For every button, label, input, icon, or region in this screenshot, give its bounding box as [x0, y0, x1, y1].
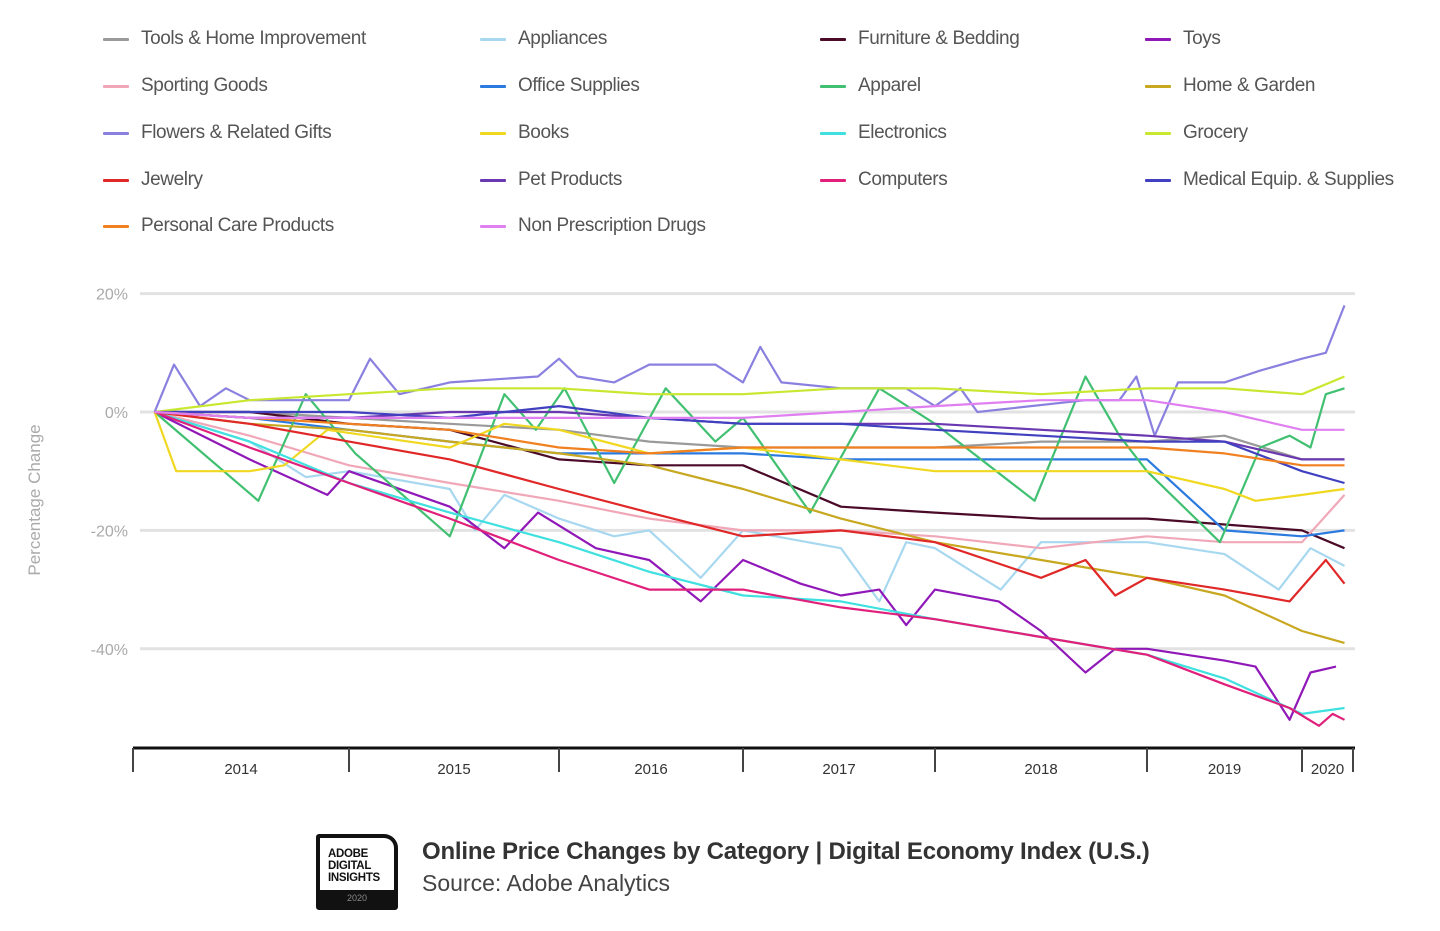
legend-item: Personal Care Products	[103, 215, 334, 237]
legend-label: Sporting Goods	[141, 75, 268, 96]
series-line	[154, 405, 1345, 485]
legend-item: Office Supplies	[480, 75, 640, 97]
legend-item: Apparel	[820, 75, 921, 97]
legend-swatch	[820, 84, 846, 88]
chart-footer: ADOBE DIGITAL INSIGHTS 2020 Online Price C…	[316, 834, 1150, 910]
legend-item: Books	[480, 122, 569, 144]
x-tick-label: 2014	[224, 761, 257, 778]
legend-swatch	[480, 84, 506, 88]
legend-label: Flowers & Related Gifts	[141, 122, 332, 143]
legend-item: Non Prescription Drugs	[480, 215, 706, 237]
series-line	[154, 411, 1337, 721]
legend-label: Office Supplies	[518, 75, 640, 96]
legend-label: Furniture & Bedding	[858, 28, 1020, 49]
series-line	[154, 410, 1345, 644]
legend-label: Pet Products	[518, 169, 622, 190]
legend-swatch	[1145, 178, 1171, 182]
y-axis-label: Percentage Change	[25, 424, 44, 575]
legend-label: Grocery	[1183, 122, 1248, 143]
legend-item: Sporting Goods	[103, 75, 268, 97]
legend-swatch	[103, 224, 129, 228]
legend-swatch	[1145, 84, 1171, 88]
legend-item: Furniture & Bedding	[820, 28, 1020, 50]
adobe-digital-insights-logo: ADOBE DIGITAL INSIGHTS 2020	[316, 834, 398, 910]
legend-swatch	[820, 37, 846, 41]
legend-item: Flowers & Related Gifts	[103, 122, 332, 144]
series-line	[154, 410, 1345, 467]
legend-swatch	[480, 178, 506, 182]
series-line	[154, 410, 1345, 550]
legend-label: Electronics	[858, 122, 947, 143]
legend-label: Jewelry	[141, 169, 203, 190]
legend-label: Toys	[1183, 28, 1221, 49]
logo-line: DIGITAL	[328, 860, 372, 872]
legend-item: Appliances	[480, 28, 607, 50]
legend-label: Computers	[858, 169, 948, 190]
x-tick-label: 2020	[1311, 761, 1344, 778]
series-line	[154, 375, 1345, 414]
y-tick-label: 0%	[105, 405, 128, 422]
legend-swatch	[820, 131, 846, 135]
legend-swatch	[103, 84, 129, 88]
chart-source: Source: Adobe Analytics	[422, 870, 671, 896]
chart-title: Online Price Changes by Category | Digit…	[422, 838, 1150, 865]
series-line	[154, 410, 1346, 550]
legend-item: Toys	[1145, 28, 1221, 50]
legend-label: Non Prescription Drugs	[518, 215, 706, 236]
legend-item: Grocery	[1145, 122, 1248, 144]
series-line	[154, 410, 1345, 727]
legend-swatch	[480, 224, 506, 228]
x-tick-label: 2016	[634, 761, 667, 778]
legend-item: Pet Products	[480, 169, 622, 191]
legend-item: Electronics	[820, 122, 947, 144]
logo-year: 2020	[320, 890, 394, 906]
legend-item: Home & Garden	[1145, 75, 1315, 97]
x-tick-label: 2017	[822, 761, 855, 778]
x-tick-label: 2018	[1024, 761, 1057, 778]
legend-swatch	[820, 178, 846, 182]
legend-swatch	[480, 131, 506, 135]
series-line	[154, 410, 1345, 461]
logo-line: ADOBE	[328, 848, 369, 860]
legend-swatch	[103, 131, 129, 135]
legend-label: Home & Garden	[1183, 75, 1316, 96]
series-line	[154, 399, 1345, 431]
x-tick-label: 2015	[437, 761, 470, 778]
legend-swatch	[480, 37, 506, 41]
y-tick-label: -20%	[91, 523, 128, 540]
logo-line: INSIGHTS	[328, 872, 380, 884]
series-line	[154, 410, 1346, 603]
series-line	[153, 304, 1346, 437]
legend-label: Tools & Home Improvement	[141, 28, 366, 49]
legend-label: Apparel	[858, 75, 921, 96]
legend-label: Books	[518, 122, 569, 143]
series-line	[153, 375, 1345, 544]
legend-swatch	[103, 37, 129, 41]
legend-item: Jewelry	[103, 169, 203, 191]
y-tick-label: 20%	[96, 287, 128, 304]
y-tick-label: -40%	[91, 642, 128, 659]
legend-item: Tools & Home Improvement	[103, 28, 366, 50]
series-line	[154, 410, 1345, 461]
legend-label: Medical Equip. & Supplies	[1183, 169, 1394, 190]
legend: Tools & Home Improvement Appliances Furnit…	[0, 0, 1440, 260]
x-tick-label: 2019	[1208, 761, 1241, 778]
legend-item: Medical Equip. & Supplies	[1145, 169, 1394, 191]
legend-swatch	[1145, 131, 1171, 135]
legend-label: Personal Care Products	[141, 215, 334, 236]
legend-label: Appliances	[518, 28, 607, 49]
legend-swatch	[1145, 37, 1171, 41]
legend-item: Computers	[820, 169, 948, 191]
legend-swatch	[103, 178, 129, 182]
